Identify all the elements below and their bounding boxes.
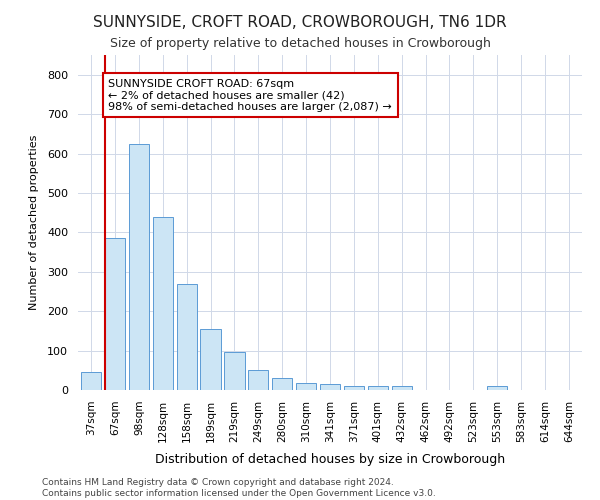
Bar (176, 284, 197, 390)
Bar (392, 386, 412, 390)
Text: Size of property relative to detached houses in Crowborough: Size of property relative to detached ho… (110, 38, 490, 51)
Text: SUNNYSIDE, CROFT ROAD, CROWBOROUGH, TN6 1DR: SUNNYSIDE, CROFT ROAD, CROWBOROUGH, TN6 … (93, 15, 507, 30)
Text: SUNNYSIDE CROFT ROAD: 67sqm
← 2% of detached houses are smaller (42)
98% of semi: SUNNYSIDE CROFT ROAD: 67sqm ← 2% of deta… (109, 78, 392, 112)
Text: Contains HM Land Registry data © Crown copyright and database right 2024.
Contai: Contains HM Land Registry data © Crown c… (42, 478, 436, 498)
Bar (248, 370, 268, 390)
Bar (129, 144, 149, 390)
Bar (296, 384, 316, 390)
Bar (200, 329, 221, 390)
Bar (272, 378, 292, 390)
Bar (368, 386, 388, 390)
Y-axis label: Number of detached properties: Number of detached properties (29, 135, 39, 310)
Bar (152, 216, 173, 390)
Bar (224, 352, 245, 390)
Bar (344, 386, 364, 390)
Bar (105, 238, 125, 390)
X-axis label: Distribution of detached houses by size in Crowborough: Distribution of detached houses by size … (155, 453, 505, 466)
Bar (81, 372, 101, 390)
Bar (487, 386, 508, 390)
Bar (320, 384, 340, 390)
